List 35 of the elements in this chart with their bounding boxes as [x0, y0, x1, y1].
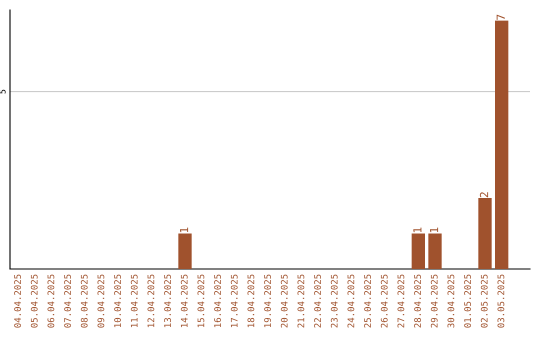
x-tick-label: 24.04.2025: [347, 274, 354, 328]
x-tick-label: 12.04.2025: [147, 274, 154, 328]
data-label: 1: [180, 228, 188, 232]
x-tick-label: 21.04.2025: [297, 274, 304, 328]
x-tick-label: 19.04.2025: [264, 274, 271, 328]
x-tick-label: 25.04.2025: [364, 274, 371, 328]
data-label: 1: [413, 228, 422, 232]
x-tick-label: 26.04.2025: [380, 274, 388, 328]
data-label: 7: [496, 14, 505, 20]
x-tick-label: 22.04.2025: [314, 274, 321, 328]
x-tick-label: 04.04.2025: [14, 274, 21, 328]
x-tick-label: 27.04.2025: [397, 274, 404, 328]
x-tick-label: 30.04.2025: [447, 274, 454, 328]
x-tick-label: 18.04.2025: [247, 274, 254, 328]
x-tick-label: 17.04.2025: [230, 274, 238, 328]
x-tick-label: 14.04.2025: [180, 274, 188, 328]
x-tick-label: 09.04.2025: [97, 274, 104, 328]
x-tick-label: 20.04.2025: [280, 274, 288, 328]
data-label: 1: [430, 228, 438, 232]
x-tick-label: 10.04.2025: [114, 274, 121, 328]
x-tick-label: 29.04.2025: [430, 274, 438, 328]
x-tick-label: 13.04.2025: [164, 274, 171, 328]
x-tick-label: 01.05.2025: [464, 274, 471, 328]
x-tick-label: 06.04.2025: [47, 274, 54, 328]
data-label: 2: [480, 192, 488, 198]
x-tick-label: 08.04.2025: [80, 274, 88, 328]
x-tick-label: 02.05.2025: [480, 274, 488, 328]
x-tick-label: 05.04.2025: [30, 274, 38, 328]
x-tick-label: 23.04.2025: [330, 274, 338, 328]
x-tick-label: 28.04.2025: [414, 274, 421, 328]
x-tick-label: 16.04.2025: [214, 274, 221, 328]
x-tick-label: 07.04.2025: [64, 274, 71, 328]
x-tick-label: 03.05.2025: [497, 274, 504, 328]
x-tick-label: 15.04.2025: [197, 274, 204, 328]
x-tick-label: 11.04.2025: [130, 274, 138, 328]
